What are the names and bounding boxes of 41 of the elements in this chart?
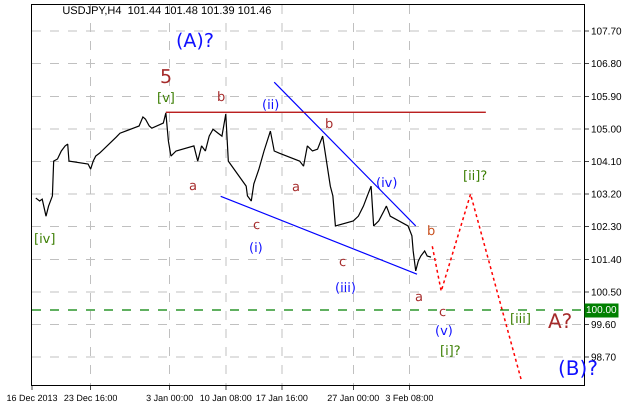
x-tick-label: 3 Feb 08:00 bbox=[385, 392, 434, 403]
annotation: A? bbox=[548, 309, 572, 333]
annotation: b bbox=[217, 90, 226, 105]
annotation: b bbox=[427, 224, 436, 239]
annotation: (v) bbox=[435, 324, 453, 339]
y-tick-label: 104.10 bbox=[591, 156, 622, 168]
annotation: a bbox=[189, 179, 197, 194]
y-tick-label: 105.00 bbox=[591, 124, 622, 136]
annotation: [i]? bbox=[440, 344, 461, 359]
x-tick-label: 3 Jan 00:00 bbox=[146, 392, 194, 403]
annotation: (iii) bbox=[335, 281, 356, 296]
x-tick-label: 23 Dec 16:00 bbox=[64, 392, 118, 403]
x-tick-label: 17 Jan 16:00 bbox=[256, 392, 308, 403]
chart-title: USDJPY,H4 101.44 101.48 101.39 101.46 bbox=[62, 4, 272, 17]
ref-line-label: 100.00 bbox=[586, 305, 618, 316]
annotation: (iv) bbox=[376, 176, 398, 191]
annotation: [ii]? bbox=[463, 169, 488, 184]
x-tick-label: 16 Dec 2013 bbox=[6, 392, 58, 403]
y-tick-label: 103.20 bbox=[591, 190, 622, 201]
y-tick-label: 101.40 bbox=[591, 254, 622, 266]
y-tick-label: 100.50 bbox=[591, 287, 622, 298]
annotation: (A)? bbox=[176, 30, 214, 52]
annotation: c bbox=[439, 305, 446, 320]
y-tick-label: 106.80 bbox=[591, 59, 622, 70]
x-tick-label: 10 Jan 08:00 bbox=[200, 392, 252, 403]
annotation: (ii) bbox=[262, 98, 280, 113]
annotation: a bbox=[292, 180, 300, 195]
y-tick-label: 102.30 bbox=[591, 222, 622, 234]
annotation: [iv] bbox=[34, 232, 56, 247]
annotation: b bbox=[325, 117, 334, 132]
annotation: c bbox=[253, 218, 260, 233]
annotation: a bbox=[415, 290, 423, 305]
y-tick-label: 99.60 bbox=[591, 320, 616, 331]
annotation: [v] bbox=[157, 91, 175, 106]
annotation: 5 bbox=[160, 66, 172, 88]
x-tick-label: 27 Jan 00:00 bbox=[327, 392, 380, 403]
y-tick-label: 107.70 bbox=[591, 26, 622, 38]
annotation: c bbox=[339, 255, 346, 270]
y-tick-label: 105.90 bbox=[591, 92, 622, 103]
annotation: (i) bbox=[249, 241, 263, 256]
annotation: [iii] bbox=[510, 312, 531, 327]
